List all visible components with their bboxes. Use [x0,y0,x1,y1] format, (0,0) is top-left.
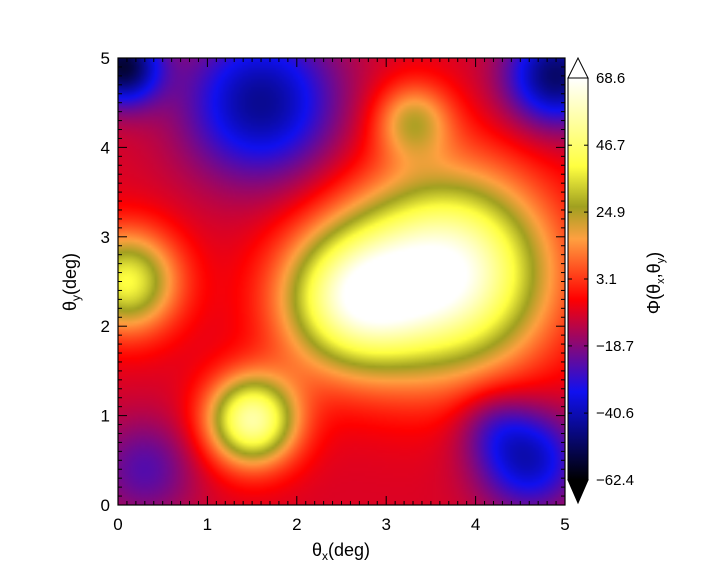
x-tick-label: 1 [203,515,212,534]
y-axis-label: θy(deg) [60,253,83,311]
x-tick-labels: 0 1 2 3 4 5 [113,515,569,534]
colorbar-tick-label: 24.9 [596,204,625,221]
colorbar: 68.6 46.7 24.9 3.1 −18.7 −40.6 −62.4 Φ(θ… [567,56,667,505]
y-tick-label: 0 [101,496,110,515]
colorbar-tick-label: 68.6 [596,70,625,87]
x-tick-label: 5 [560,515,569,534]
y-tick-labels: 0 1 2 3 4 5 [101,49,110,515]
colorbar-min-triangle [567,479,589,505]
y-tick-label: 1 [101,407,110,426]
x-tick-label: 4 [471,515,480,534]
x-tick-label: 2 [292,515,301,534]
y-tick-label: 2 [101,317,110,336]
colorbar-tick-label: −18.7 [596,338,634,355]
colorbar-tick-label: 3.1 [596,271,617,288]
y-tick-label: 4 [101,138,110,157]
axis-ticks [117,57,566,506]
colorbar-label: Φ(θx,θy) [644,252,667,314]
colorbar-tick-label: 46.7 [596,137,625,154]
colorbar-max-triangle [567,56,589,79]
x-axis-label: θx(deg) [312,540,370,563]
heatmap-field [118,58,565,505]
x-tick-label: 3 [381,515,390,534]
colorbar-tick-label: −40.6 [596,405,634,422]
colorbar-tick-label: −62.4 [596,472,634,489]
y-tick-label: 3 [101,228,110,247]
y-tick-label: 5 [101,49,110,68]
x-tick-label: 0 [113,515,122,534]
